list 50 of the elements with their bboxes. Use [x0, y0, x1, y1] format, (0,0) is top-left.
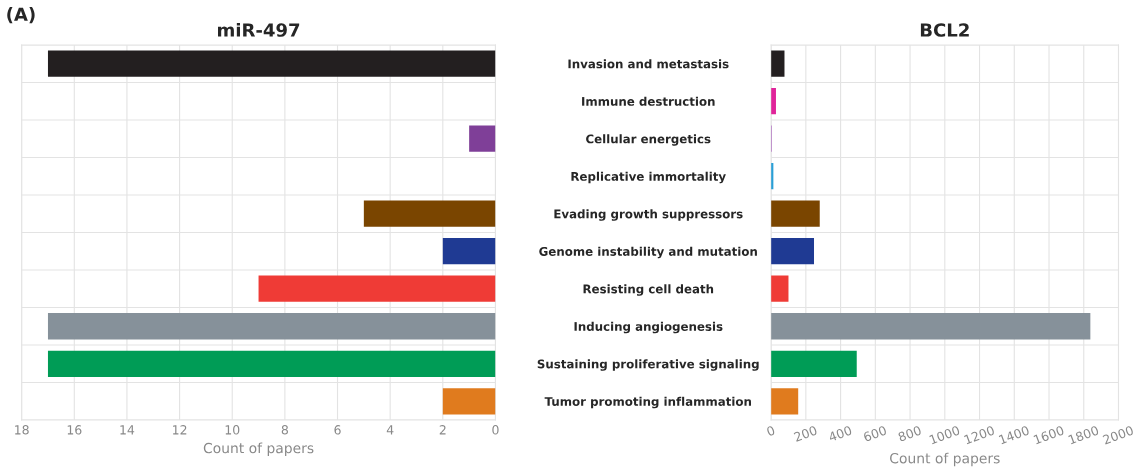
bar	[469, 125, 496, 152]
x-tick-label: 6	[334, 425, 341, 435]
y-tick-label: Replicative immortality	[571, 171, 726, 184]
bar	[771, 313, 1091, 340]
chart-title: BCL2	[920, 23, 969, 37]
y-tick-label: Immune destruction	[582, 96, 715, 106]
x-tick-label: 0	[766, 425, 776, 437]
x-tick-label: 0	[492, 425, 499, 435]
bar	[771, 200, 820, 227]
x-axis-title: Count of papers	[203, 442, 314, 456]
bar	[47, 350, 496, 377]
bar	[47, 50, 496, 77]
x-axis-title: Count of papers	[890, 452, 1000, 467]
x-tick-label: 16	[67, 425, 82, 435]
y-tick-label: Genome instability and mutation	[539, 246, 757, 259]
y-tick-label: Invasion and metastasis	[568, 59, 729, 69]
bar	[47, 313, 496, 340]
x-tick-label: 18	[15, 425, 29, 435]
x-tick-label: 10	[225, 425, 240, 435]
bar	[442, 238, 496, 265]
x-tick-label: 2000	[1102, 425, 1134, 445]
y-tick-label: Tumor promoting inflammation	[544, 396, 751, 409]
x-tick-label: 1400	[998, 425, 1030, 445]
x-tick-label: 1000	[929, 425, 961, 445]
bar	[442, 388, 496, 415]
y-tick-label: Resisting cell death	[583, 284, 714, 296]
x-tick-label: 2	[439, 425, 446, 435]
x-tick-label: 4	[386, 425, 394, 435]
bar	[771, 388, 799, 415]
x-tick-label: 8	[281, 425, 288, 435]
x-tick-label: 14	[120, 425, 135, 435]
x-tick-label: 200	[793, 425, 818, 442]
bar	[363, 200, 496, 227]
bar	[771, 275, 789, 302]
bar	[771, 350, 857, 377]
bar	[771, 238, 815, 265]
x-tick-label: 400	[827, 425, 853, 442]
chart-title: miR-497	[218, 22, 300, 37]
text: (A)	[7, 7, 35, 24]
y-tick-label: Inducing angiogenesis	[574, 321, 723, 334]
x-tick-label: 1600	[1033, 425, 1065, 445]
y-tick-label: Evading growth suppressors	[554, 209, 743, 221]
x-tick-label: 12	[173, 425, 187, 435]
y-tick-label: Sustaining proliferative signaling	[537, 359, 759, 371]
bar	[258, 275, 496, 302]
y-tick-label: Cellular energetics	[586, 134, 711, 146]
x-tick-label: 600	[862, 425, 887, 442]
x-tick-label: 800	[897, 425, 922, 442]
x-tick-label: 1200	[963, 425, 995, 445]
x-tick-label: 1800	[1068, 425, 1100, 445]
